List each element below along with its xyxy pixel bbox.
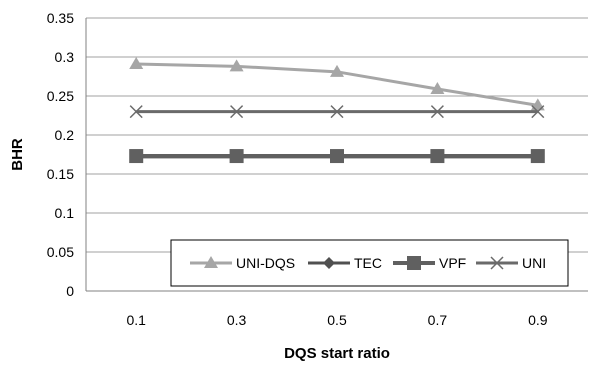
data-point-vpf <box>530 149 545 164</box>
legend-marker <box>407 256 421 270</box>
legend: UNI-DQS TEC VPF UNI <box>170 239 569 287</box>
series-uni-dqs <box>129 57 545 111</box>
legend-item-tec: TEC <box>308 255 382 271</box>
data-point-vpf <box>129 149 144 164</box>
data-point-uni-dqs <box>430 81 445 94</box>
y-axis-title: BHR <box>9 138 26 171</box>
x-tick-label: 0.9 <box>528 312 548 328</box>
legend-marker <box>204 256 218 268</box>
series-vpf <box>129 149 545 164</box>
y-tick-label: 0.1 <box>55 205 75 221</box>
legend-label: UNI-DQS <box>236 255 295 271</box>
legend-item-vpf: VPF <box>393 255 466 271</box>
legend-label: UNI <box>522 255 546 271</box>
grid-lines <box>86 17 588 292</box>
data-point-uni-dqs <box>129 57 144 70</box>
data-point-uni-dqs <box>330 64 344 77</box>
y-tick-label: 0 <box>66 283 74 299</box>
series-uni <box>129 105 545 119</box>
x-tick-labels: 0.1 0.3 0.5 0.7 0.9 <box>126 312 547 328</box>
y-tick-label: 0.3 <box>55 49 75 65</box>
x-tick-label: 0.3 <box>227 312 247 328</box>
data-point-vpf <box>330 149 344 164</box>
axes <box>85 18 588 292</box>
legend-marker <box>323 257 335 269</box>
x-tick-label: 0.5 <box>327 312 347 328</box>
data-point-uni <box>531 105 545 119</box>
y-tick-label: 0.05 <box>47 244 74 260</box>
legend-label: TEC <box>354 255 382 271</box>
legend-marker <box>490 256 504 270</box>
x-tick-label: 0.1 <box>126 312 146 328</box>
data-point-uni <box>230 105 244 119</box>
y-tick-labels: 0 0.05 0.1 0.15 0.2 0.25 0.3 0.35 <box>47 10 74 299</box>
y-tick-label: 0.35 <box>47 10 74 26</box>
series <box>129 57 545 164</box>
legend-label: VPF <box>439 255 466 271</box>
data-point-vpf <box>430 149 445 164</box>
data-point-uni <box>430 105 444 119</box>
x-axis-title: DQS start ratio <box>284 345 390 362</box>
y-tick-label: 0.15 <box>47 166 74 182</box>
y-tick-label: 0.25 <box>47 88 74 104</box>
legend-item-uni: UNI <box>476 255 546 271</box>
data-point-uni <box>129 105 143 119</box>
y-tick-label: 0.2 <box>55 127 75 143</box>
x-tick-label: 0.7 <box>428 312 448 328</box>
legend-item-uni-dqs: UNI-DQS <box>190 255 295 271</box>
data-point-uni-dqs <box>229 59 244 72</box>
data-point-vpf <box>229 149 244 164</box>
data-point-uni <box>330 105 344 119</box>
